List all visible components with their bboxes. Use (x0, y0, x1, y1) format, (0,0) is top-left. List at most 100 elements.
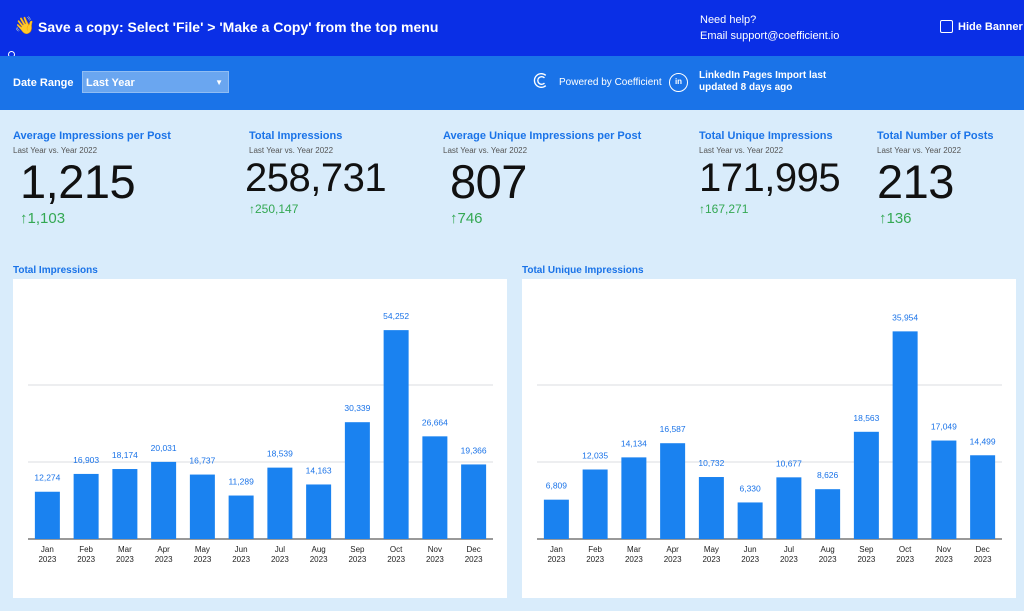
help-title: Need help? (700, 14, 757, 26)
kpi-total-unique-impressions: Total Unique Impressions Last Year vs. Y… (699, 130, 841, 216)
chart-total-impressions: 12,274 Jan 2023 16,903 Feb 2023 18,174 Mar 2023 2… (13, 279, 507, 598)
kpi-title: Average Impressions per Post (13, 130, 171, 142)
x-tick-label: Mar (118, 545, 132, 554)
coefficient-logo-icon (533, 73, 547, 88)
x-tick-label-year: 2023 (586, 555, 604, 564)
data-label: 18,563 (853, 413, 879, 423)
powered-by-link[interactable]: Powered by Coefficient (559, 77, 662, 88)
bar-5[interactable] (228, 495, 254, 539)
bar-10[interactable] (422, 436, 448, 539)
data-label: 19,366 (461, 445, 487, 455)
kpi-subtitle: Last Year vs. Year 2022 (443, 146, 528, 155)
kpi-value: 258,731 (245, 156, 387, 200)
x-tick-label: Feb (588, 545, 602, 554)
x-tick-label: Dec (976, 545, 990, 554)
bar-7[interactable] (306, 484, 332, 539)
bar-8[interactable] (344, 422, 370, 539)
waving-hand-icon: 👋 (14, 16, 36, 35)
kpi-subtitle: Last Year vs. Year 2022 (13, 146, 98, 155)
kpi-total-posts: Total Number of Posts Last Year vs. Year… (877, 130, 994, 227)
x-tick-label: Dec (467, 545, 481, 554)
x-tick-label-year: 2023 (935, 555, 953, 564)
x-tick-label-year: 2023 (348, 555, 366, 564)
bar-9[interactable] (383, 330, 409, 539)
data-label: 14,134 (621, 438, 647, 448)
x-tick-label-year: 2023 (974, 555, 992, 564)
bar-10[interactable] (931, 440, 957, 539)
data-label: 16,737 (189, 456, 215, 466)
x-tick-label: Apr (666, 545, 679, 554)
bar-6[interactable] (776, 477, 802, 539)
bar-1[interactable] (582, 469, 608, 539)
x-tick-label-year: 2023 (271, 555, 289, 564)
chart-title-total-impressions: Total Impressions (13, 265, 98, 276)
help-email-link[interactable]: Email support@coefficient.io (700, 30, 840, 42)
bar-11[interactable] (461, 464, 487, 539)
linkedin-icon: in (669, 73, 688, 92)
import-status: LinkedIn Pages Import last updated 8 day… (699, 70, 826, 94)
bar-4[interactable] (189, 474, 215, 539)
data-label: 20,031 (151, 443, 177, 453)
kpi-title: Total Number of Posts (877, 130, 994, 142)
bar-0[interactable] (543, 499, 569, 539)
bar-3[interactable] (660, 443, 686, 539)
hide-banner-toggle[interactable]: Hide Banner (940, 20, 1023, 33)
bar-2[interactable] (621, 457, 647, 539)
arrow-up-icon: ↑ (20, 210, 28, 227)
kpi-title: Total Impressions (249, 130, 343, 142)
x-tick-label-year: 2023 (896, 555, 914, 564)
x-tick-label-year: 2023 (664, 555, 682, 564)
import-status-line1: LinkedIn Pages Import last (699, 70, 827, 81)
kpi-delta-value: 136 (886, 210, 912, 227)
chart-title-total-unique-impressions: Total Unique Impressions (522, 265, 644, 276)
bar-11[interactable] (970, 455, 996, 539)
arrow-up-icon: ↑ (699, 202, 705, 216)
bar-1[interactable] (73, 473, 99, 539)
bar-6[interactable] (267, 467, 293, 539)
x-tick-label: Jun (744, 545, 757, 554)
kpi-subtitle: Last Year vs. Year 2022 (699, 146, 784, 155)
data-label: 16,903 (73, 455, 99, 465)
x-tick-label: Nov (937, 545, 951, 554)
kpi-delta-value: 167,271 (705, 202, 749, 216)
data-label: 6,809 (546, 481, 568, 491)
data-label: 8,626 (817, 470, 839, 480)
x-tick-label-year: 2023 (155, 555, 173, 564)
x-tick-label: May (704, 545, 719, 554)
hide-banner-checkbox[interactable] (940, 20, 953, 33)
data-label: 18,539 (267, 449, 293, 459)
bar-9[interactable] (892, 331, 918, 539)
bar-7[interactable] (815, 489, 841, 539)
x-tick-label-year: 2023 (625, 555, 643, 564)
bar-3[interactable] (151, 461, 177, 539)
bar-2[interactable] (112, 469, 138, 539)
x-tick-label-year: 2023 (426, 555, 444, 564)
x-tick-label-year: 2023 (116, 555, 134, 564)
bar-4[interactable] (698, 477, 724, 539)
date-range-select[interactable]: Last Year ▼ (82, 71, 229, 93)
kpi-delta: ↑167,271 (699, 202, 748, 216)
bar-0[interactable] (34, 491, 60, 539)
kpi-subtitle: Last Year vs. Year 2022 (877, 146, 962, 155)
bar-8[interactable] (853, 431, 879, 539)
x-tick-label: Aug (821, 545, 835, 554)
kpi-value: 807 (450, 155, 527, 208)
x-tick-label: May (195, 545, 210, 554)
x-tick-label-year: 2023 (77, 555, 95, 564)
chart-total-unique-impressions: 6,809 Jan 2023 12,035 Feb 2023 14,134 Mar 2023 16… (522, 279, 1016, 598)
x-tick-label: Sep (859, 545, 874, 554)
data-label: 17,049 (931, 422, 957, 432)
bar-5[interactable] (737, 502, 763, 539)
kpi-avg-unique-impressions: Average Unique Impressions per Post Last… (443, 130, 641, 227)
data-label: 12,274 (34, 473, 60, 483)
hide-banner-label: Hide Banner (958, 20, 1023, 33)
chart-total-unique-impressions-svg: 6,809Jan202312,035Feb202314,134Mar202316… (537, 312, 1002, 564)
x-tick-label-year: 2023 (741, 555, 759, 564)
x-tick-label: Sep (350, 545, 365, 554)
data-label: 16,587 (660, 424, 686, 434)
kpi-value: 1,215 (20, 155, 136, 208)
data-label: 30,339 (344, 403, 370, 413)
x-tick-label: Nov (428, 545, 442, 554)
data-label: 11,289 (228, 477, 254, 487)
arrow-up-icon: ↑ (450, 210, 458, 227)
